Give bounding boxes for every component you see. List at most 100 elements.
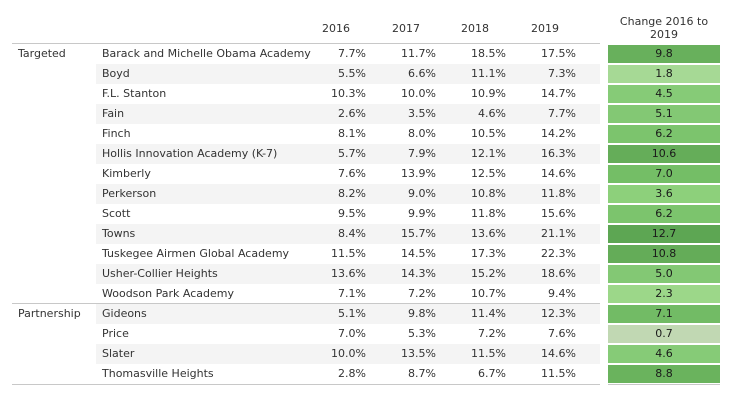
table-bottom-border: [12, 384, 600, 385]
value-2018: 12.5%: [471, 167, 506, 180]
column-header-change: Change 2016 to 2019: [619, 15, 709, 41]
table-row: Fain 2.6% 3.5% 4.6% 7.7%: [96, 104, 600, 124]
value-2019: 7.6%: [548, 327, 576, 340]
value-2018: 11.1%: [471, 67, 506, 80]
value-2016: 8.4%: [338, 227, 366, 240]
value-2019: 7.7%: [548, 107, 576, 120]
value-2017: 9.9%: [408, 207, 436, 220]
value-2016: 11.5%: [331, 247, 366, 260]
value-2016: 7.0%: [338, 327, 366, 340]
change-cell: 6.2: [608, 125, 720, 143]
column-header-2017: 2017: [392, 22, 420, 35]
value-2016: 2.8%: [338, 367, 366, 380]
table-row: Towns 8.4% 15.7% 13.6% 21.1%: [96, 224, 600, 244]
change-cell: 12.7: [608, 225, 720, 243]
change-cell: 1.8: [608, 65, 720, 83]
value-2017: 6.6%: [408, 67, 436, 80]
value-2016: 2.6%: [338, 107, 366, 120]
value-2018: 10.5%: [471, 127, 506, 140]
group-separator: [12, 303, 600, 304]
table-row: Kimberly 7.6% 13.9% 12.5% 14.6%: [96, 164, 600, 184]
table-row: Barack and Michelle Obama Academy 7.7% 11.…: [96, 44, 600, 64]
value-2017: 11.7%: [401, 47, 436, 60]
value-2017: 5.3%: [408, 327, 436, 340]
value-2019: 18.6%: [541, 267, 576, 280]
value-2016: 10.3%: [331, 87, 366, 100]
value-2016: 10.0%: [331, 347, 366, 360]
value-2019: 14.6%: [541, 167, 576, 180]
value-2018: 7.2%: [478, 327, 506, 340]
school-name: Fain: [102, 107, 125, 120]
value-2016: 8.2%: [338, 187, 366, 200]
school-name: Price: [102, 327, 129, 340]
value-2018: 18.5%: [471, 47, 506, 60]
value-2017: 14.3%: [401, 267, 436, 280]
change-cell: 6.2: [608, 205, 720, 223]
column-header-2019: 2019: [531, 22, 559, 35]
value-2017: 13.5%: [401, 347, 436, 360]
value-2018: 10.7%: [471, 287, 506, 300]
school-name: F.L. Stanton: [102, 87, 167, 100]
group-label: Targeted: [18, 47, 66, 60]
group-separator: [12, 43, 600, 44]
school-name: Thomasville Heights: [102, 367, 214, 380]
table-row: Usher-Collier Heights 13.6% 14.3% 15.2% 18.6…: [96, 264, 600, 284]
value-2019: 16.3%: [541, 147, 576, 160]
school-name: Kimberly: [102, 167, 151, 180]
value-2016: 13.6%: [331, 267, 366, 280]
value-2017: 8.0%: [408, 127, 436, 140]
table-row: F.L. Stanton 10.3% 10.0% 10.9% 14.7%: [96, 84, 600, 104]
value-2017: 9.8%: [408, 307, 436, 320]
value-2018: 6.7%: [478, 367, 506, 380]
table-row: Perkerson 8.2% 9.0% 10.8% 11.8%: [96, 184, 600, 204]
table-row: Hollis Innovation Academy (K-7) 5.7% 7.9% 1…: [96, 144, 600, 164]
value-2019: 14.2%: [541, 127, 576, 140]
change-cell: 9.8: [608, 45, 720, 63]
change-cell: 4.5: [608, 85, 720, 103]
value-2016: 5.5%: [338, 67, 366, 80]
value-2017: 7.9%: [408, 147, 436, 160]
school-name: Tuskegee Airmen Global Academy: [102, 247, 290, 260]
school-name: Slater: [102, 347, 135, 360]
group-label: Partnership: [18, 307, 81, 320]
table-row: Thomasville Heights 2.8% 8.7% 6.7% 11.5%: [96, 364, 600, 384]
change-cell: 5.1: [608, 105, 720, 123]
value-2017: 7.2%: [408, 287, 436, 300]
table-row: Tuskegee Airmen Global Academy 11.5% 14.5%…: [96, 244, 600, 264]
value-2019: 14.7%: [541, 87, 576, 100]
value-2016: 5.1%: [338, 307, 366, 320]
school-name: Gideons: [102, 307, 147, 320]
value-2017: 3.5%: [408, 107, 436, 120]
value-2018: 4.6%: [478, 107, 506, 120]
change-cell: 0.7: [608, 325, 720, 343]
change-bottom-border: [608, 384, 720, 385]
column-header-2018: 2018: [461, 22, 489, 35]
school-name: Hollis Innovation Academy (K-7): [102, 147, 278, 160]
table-row: Scott 9.5% 9.9% 11.8% 15.6%: [96, 204, 600, 224]
value-2018: 12.1%: [471, 147, 506, 160]
value-2016: 7.7%: [338, 47, 366, 60]
value-2019: 11.8%: [541, 187, 576, 200]
value-2017: 10.0%: [401, 87, 436, 100]
school-name: Perkerson: [102, 187, 157, 200]
table-row: Slater 10.0% 13.5% 11.5% 14.6%: [96, 344, 600, 364]
value-2019: 14.6%: [541, 347, 576, 360]
value-2019: 17.5%: [541, 47, 576, 60]
change-cell: 10.6: [608, 145, 720, 163]
value-2018: 11.4%: [471, 307, 506, 320]
value-2018: 17.3%: [471, 247, 506, 260]
school-name: Woodson Park Academy: [102, 287, 234, 300]
value-2016: 7.6%: [338, 167, 366, 180]
value-2018: 10.8%: [471, 187, 506, 200]
column-header-2016: 2016: [322, 22, 350, 35]
value-2017: 8.7%: [408, 367, 436, 380]
change-cell: 7.1: [608, 305, 720, 323]
change-cell: 4.6: [608, 345, 720, 363]
school-name: Finch: [102, 127, 131, 140]
school-name: Boyd: [102, 67, 130, 80]
value-2016: 7.1%: [338, 287, 366, 300]
value-2019: 7.3%: [548, 67, 576, 80]
value-2018: 11.5%: [471, 347, 506, 360]
value-2018: 15.2%: [471, 267, 506, 280]
table-row: Finch 8.1% 8.0% 10.5% 14.2%: [96, 124, 600, 144]
